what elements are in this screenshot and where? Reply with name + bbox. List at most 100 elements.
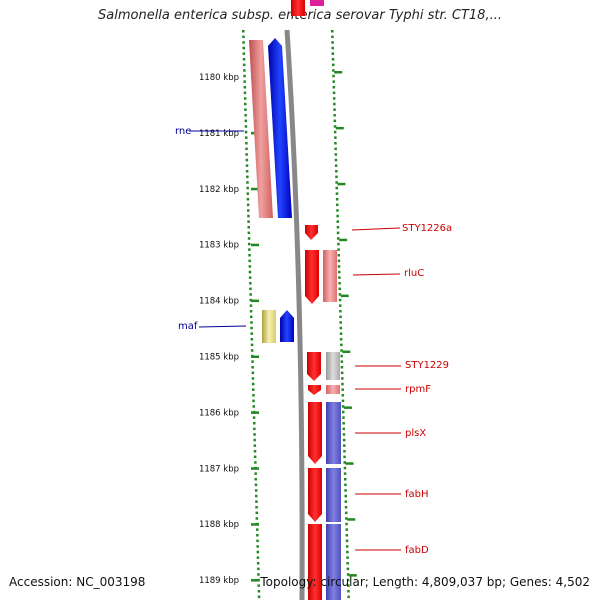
ruler-dot	[347, 584, 350, 587]
label-rne[interactable]: rne	[175, 126, 244, 137]
ruler-major-tick-right	[347, 518, 356, 521]
ruler-dot	[244, 114, 247, 117]
ruler-dot	[250, 338, 254, 341]
ruler-dot	[346, 578, 350, 582]
ruler-dot	[244, 130, 248, 134]
ruler-dot	[341, 382, 344, 386]
ruler-dot	[346, 567, 350, 571]
label-maf[interactable]: maf	[178, 321, 247, 332]
ruler-dot	[341, 388, 344, 391]
ruler-dot	[243, 86, 247, 89]
ruler-dot	[255, 500, 258, 503]
ruler-dot	[249, 293, 252, 296]
ruler-dot	[243, 74, 246, 78]
gene-fabH[interactable]	[308, 468, 322, 522]
genome-backbone	[284, 29, 305, 600]
ruler-dot	[343, 466, 347, 470]
ruler-dot	[346, 562, 349, 565]
ruler-dot	[251, 360, 254, 363]
ruler-dot	[249, 298, 252, 302]
ruler-dot	[340, 360, 344, 363]
gene-rluC-partner[interactable]	[323, 250, 337, 302]
ruler-dot	[246, 181, 249, 184]
label-rluC[interactable]: rluC	[352, 268, 424, 279]
ruler-dot	[336, 203, 339, 207]
gene-fabD[interactable]	[308, 524, 322, 600]
ruler-dot	[251, 371, 255, 375]
ruler-dot	[256, 562, 260, 565]
gene-fabH-partner[interactable]	[326, 468, 341, 522]
gene-maf[interactable]	[262, 310, 276, 343]
gene-rne[interactable]	[249, 40, 273, 218]
ruler-dot	[332, 74, 335, 78]
ruler-dots-left	[242, 30, 261, 599]
ruler-dot	[341, 377, 344, 380]
label-rne-text: rne	[175, 126, 191, 137]
gene-rluC[interactable]	[305, 250, 319, 304]
ruler-dot	[251, 382, 255, 386]
ruler-dot	[245, 153, 248, 156]
label-plsX[interactable]: plsX	[355, 428, 426, 439]
ruler-dot	[250, 349, 254, 352]
gene-STY1226a[interactable]	[305, 225, 318, 240]
ruler-dot	[247, 209, 250, 212]
ruler-dot	[254, 483, 258, 487]
ruler-dot	[253, 427, 256, 431]
leader-maf	[198, 325, 247, 328]
ruler-dot	[339, 310, 342, 313]
gene-rpmF-partner[interactable]	[326, 385, 340, 394]
ruler-dot	[252, 416, 256, 419]
ruler-label-1184: 1184 kbp	[199, 297, 239, 307]
ruler-dot	[332, 63, 335, 67]
ruler-dot	[343, 455, 346, 459]
ruler-dot	[333, 102, 336, 106]
gene-partial-top-magenta	[310, 0, 324, 6]
ruler-dot	[252, 399, 255, 403]
gene-maf-partner[interactable]	[280, 310, 294, 342]
ruler-label-1186: 1186 kbp	[199, 408, 239, 418]
ruler: 1180 kbp 1181 kbp 1182 kbp 1183 kbp 1184 kbp…	[199, 73, 259, 586]
ruler-dot	[342, 427, 345, 431]
ruler-dot	[257, 590, 261, 593]
ruler-dot	[257, 567, 260, 571]
gene-rpmF[interactable]	[308, 385, 321, 395]
gene-plsX[interactable]	[308, 402, 322, 464]
ruler-label-1180: 1180 kbp	[199, 73, 239, 83]
gene-STY1229[interactable]	[307, 352, 321, 381]
ruler-major-tick-1184	[251, 299, 259, 303]
gene-rne-partner[interactable]	[268, 38, 292, 218]
ruler-dot	[334, 153, 338, 156]
ruler-dot	[338, 282, 341, 285]
label-STY1226a[interactable]: STY1226a	[351, 223, 452, 234]
ruler-dot	[334, 158, 338, 162]
ruler-dot	[345, 545, 349, 548]
ruler-dot	[340, 371, 344, 375]
ruler-dot	[344, 483, 347, 487]
ruler-dot	[245, 142, 248, 145]
ruler-dot	[342, 438, 346, 442]
ruler-dot	[256, 534, 259, 537]
gene-plsX-partner[interactable]	[326, 402, 341, 464]
ruler-dot	[345, 522, 348, 526]
ruler-dot	[243, 80, 246, 83]
label-fabH[interactable]: fabH	[355, 489, 429, 500]
label-fabD[interactable]: fabD	[355, 545, 429, 556]
ruler-dot	[339, 315, 342, 319]
ruler-dot	[337, 237, 340, 240]
ruler-dot	[244, 108, 247, 111]
ruler-dot	[335, 186, 338, 190]
ruler-dot	[345, 517, 348, 520]
ruler-dot	[257, 595, 261, 599]
ruler-dot	[335, 175, 338, 179]
ruler-dot	[243, 69, 246, 72]
ruler-dot	[342, 416, 345, 419]
ruler-dot	[345, 528, 348, 531]
ruler-dot	[253, 444, 257, 447]
gene-STY1229-partner[interactable]	[326, 352, 340, 380]
label-STY1229[interactable]: STY1229	[355, 360, 449, 371]
label-rpmF[interactable]: rpmF	[355, 384, 431, 395]
ruler-dot	[247, 237, 251, 240]
ruler-dot	[332, 86, 336, 89]
gene-fabD-partner[interactable]	[326, 524, 341, 600]
